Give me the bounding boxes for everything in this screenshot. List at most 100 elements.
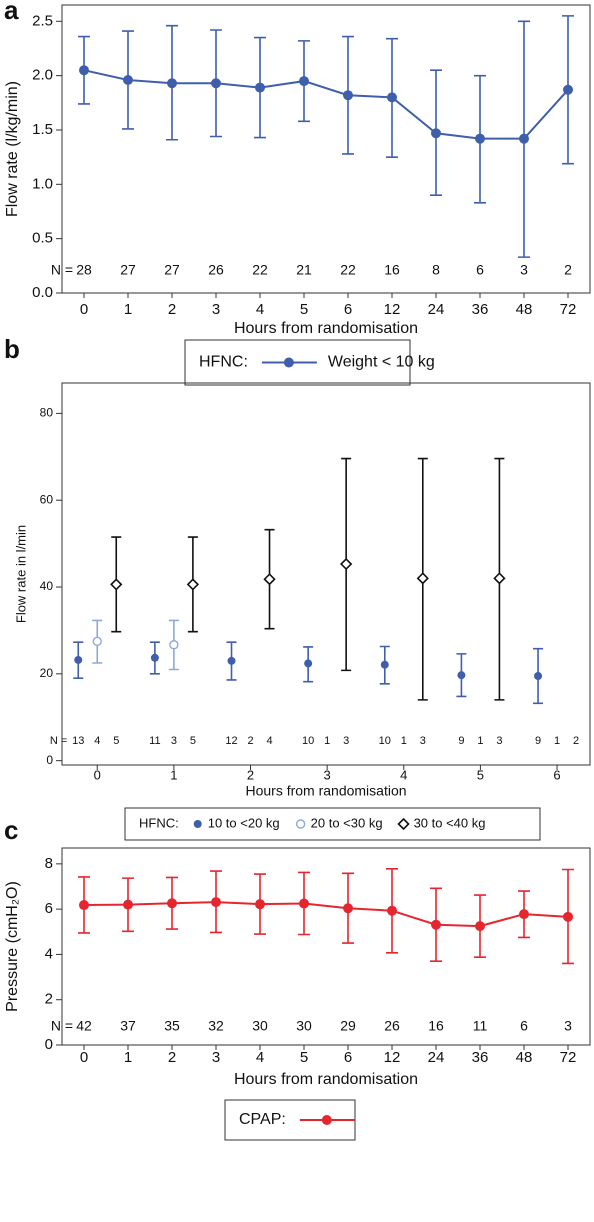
x-tick-label: 24 xyxy=(428,1049,445,1066)
n-label: 2 xyxy=(564,262,572,278)
x-tick-label: 2 xyxy=(247,767,254,782)
n-label: 29 xyxy=(340,1018,356,1034)
x-tick-label: 5 xyxy=(300,301,308,318)
legend-title: CPAP: xyxy=(239,1111,286,1128)
y-tick-label: 4 xyxy=(45,945,53,962)
x-axis-title: Hours from randomisation xyxy=(245,783,406,799)
y-tick-label: 2 xyxy=(45,991,53,1008)
n-label: 27 xyxy=(120,262,136,278)
plot-frame xyxy=(61,847,591,1046)
series-line xyxy=(83,901,569,928)
y-tick-label: 8 xyxy=(45,855,53,872)
n-label: 2 xyxy=(247,735,253,747)
x-tick-label: 3 xyxy=(212,301,220,318)
n-label: 9 xyxy=(458,735,464,747)
n-label: 30 xyxy=(296,1018,312,1034)
n-label: 26 xyxy=(384,1018,400,1034)
n-label: 5 xyxy=(190,735,196,747)
y-tick-label: 60 xyxy=(40,492,54,506)
n-prefix: N = xyxy=(50,735,67,747)
panel-label: c xyxy=(4,815,18,845)
data-point xyxy=(92,636,102,646)
data-point xyxy=(186,578,200,591)
n-label: 21 xyxy=(296,262,312,278)
data-point xyxy=(299,898,309,909)
n-label: 4 xyxy=(94,735,100,747)
y-tick-label: 40 xyxy=(40,579,54,593)
x-tick-label: 4 xyxy=(400,767,407,782)
x-tick-label: 5 xyxy=(300,1049,308,1066)
x-tick-label: 4 xyxy=(256,1049,264,1066)
n-label: 11 xyxy=(149,735,160,747)
legend-marker xyxy=(193,820,202,828)
data-point xyxy=(475,921,485,932)
x-tick-label: 6 xyxy=(344,301,352,318)
legend-marker xyxy=(283,357,294,368)
x-tick-label: 1 xyxy=(170,767,177,782)
n-label: 2 xyxy=(573,735,579,747)
plot-frame xyxy=(61,382,591,766)
n-label: 3 xyxy=(564,1018,572,1034)
panel-label: b xyxy=(4,334,20,364)
n-label: 5 xyxy=(113,735,119,747)
x-tick-label: 6 xyxy=(344,1049,352,1066)
n-label: 1 xyxy=(477,735,483,747)
n-label: 22 xyxy=(340,262,356,278)
data-point xyxy=(211,78,221,89)
data-point xyxy=(255,899,265,910)
x-tick-label: 72 xyxy=(560,301,577,318)
n-label: 22 xyxy=(252,262,268,278)
n-label: 27 xyxy=(164,262,180,278)
n-label: 3 xyxy=(496,735,502,747)
data-point xyxy=(416,572,429,585)
n-prefix: N = xyxy=(51,262,73,278)
y-tick-label: 0.0 xyxy=(32,284,53,301)
n-label: 28 xyxy=(76,262,92,278)
data-point xyxy=(150,653,159,662)
series-line xyxy=(83,69,569,140)
y-axis-title: Pressure (cmH₂O) xyxy=(4,881,21,1012)
x-tick-label: 36 xyxy=(472,301,489,318)
n-label: 26 xyxy=(208,262,224,278)
data-point xyxy=(534,672,543,681)
legend-title: HFNC: xyxy=(199,354,248,371)
legend-label: 10 to <20 kg xyxy=(208,815,280,830)
x-tick-label: 5 xyxy=(477,767,484,782)
data-point xyxy=(431,128,441,139)
x-tick-label: 2 xyxy=(168,1049,176,1066)
n-label: 32 xyxy=(208,1018,224,1034)
n-label: 30 xyxy=(252,1018,268,1034)
x-tick-label: 2 xyxy=(168,301,176,318)
x-tick-label: 72 xyxy=(560,1049,577,1066)
data-point xyxy=(79,900,89,911)
data-point xyxy=(493,572,506,585)
y-axis-title: Flow rate in l/min xyxy=(13,525,28,623)
data-point xyxy=(340,557,353,571)
data-point xyxy=(304,659,313,668)
data-point xyxy=(299,76,309,87)
y-axis-title: Flow rate (l/kg/min) xyxy=(4,81,21,217)
x-tick-label: 48 xyxy=(516,1049,533,1066)
n-label: 16 xyxy=(384,262,400,278)
x-tick-label: 0 xyxy=(80,301,88,318)
y-tick-label: 80 xyxy=(40,406,54,420)
legend-label: Weight < 10 kg xyxy=(328,354,435,371)
n-label: 1 xyxy=(324,735,330,747)
y-tick-label: 2.5 xyxy=(32,12,53,29)
x-tick-label: 24 xyxy=(428,301,445,318)
n-label: 35 xyxy=(164,1018,180,1034)
data-point xyxy=(255,82,265,93)
legend-marker xyxy=(321,1115,332,1125)
y-tick-label: 6 xyxy=(45,900,53,917)
n-label: 3 xyxy=(520,262,528,278)
x-tick-label: 12 xyxy=(384,1049,401,1066)
n-label: 3 xyxy=(171,735,177,747)
n-prefix: N = xyxy=(51,1018,73,1034)
data-point xyxy=(519,133,529,144)
data-point xyxy=(227,656,236,665)
plot-frame xyxy=(61,4,591,294)
data-point xyxy=(167,78,177,89)
legend-title: HFNC: xyxy=(139,815,179,830)
n-label: 6 xyxy=(476,262,484,278)
